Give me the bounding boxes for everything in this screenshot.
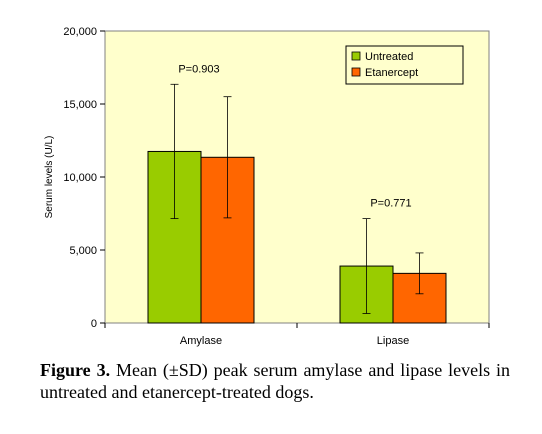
x-tick-label-amylase: Amylase <box>180 335 222 347</box>
legend-label-untreated: Untreated <box>365 51 413 63</box>
y-tick-label: 0 <box>91 318 97 330</box>
figure-caption: Figure 3. Mean (±SD) peak serum amylase … <box>40 359 510 403</box>
legend-swatch-etanercept <box>351 67 361 77</box>
annotations: P=0.903 P=0.771 <box>178 63 411 209</box>
y-tick-label: 5,000 <box>69 245 97 257</box>
x-tick-label-lipase: Lipase <box>377 335 409 347</box>
p-value-amylase: P=0.903 <box>178 63 219 75</box>
y-axis-title: Serum levels (U/L) <box>44 136 55 219</box>
y-tick-label: 20,000 <box>63 26 97 38</box>
legend-label-etanercept: Etanercept <box>365 67 418 79</box>
y-axis: 0 5,000 10,000 15,000 20,000 <box>63 26 105 330</box>
error-bars <box>170 83 424 314</box>
legend-swatch-untreated <box>351 51 361 61</box>
y-tick-label: 15,000 <box>63 99 97 111</box>
legend: Untreated Etanercept <box>345 45 464 85</box>
caption-label: Figure 3. <box>40 360 111 380</box>
caption-text: Mean (±SD) peak serum amylase and lipase… <box>40 360 510 402</box>
y-tick-label: 10,000 <box>63 172 97 184</box>
x-axis: Amylase Lipase <box>104 323 490 347</box>
legend-box <box>345 45 464 85</box>
chart: 0 5,000 10,000 15,000 20,000 Amylase Lipase P… <box>44 26 490 347</box>
p-value-lipase: P=0.771 <box>370 198 411 210</box>
